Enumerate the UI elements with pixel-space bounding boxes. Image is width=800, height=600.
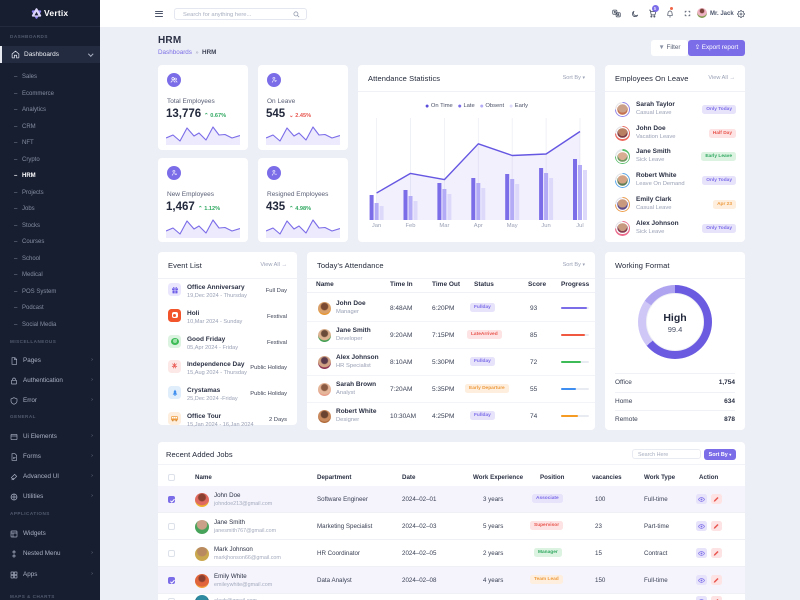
svg-text:Jan: Jan	[372, 223, 381, 229]
svg-text:May: May	[507, 223, 518, 229]
svg-text:Apr: Apr	[474, 223, 483, 229]
svg-text:Feb: Feb	[406, 223, 416, 229]
svg-text:Jun: Jun	[541, 223, 550, 229]
svg-text:Mar: Mar	[439, 223, 449, 229]
svg-text:Jul: Jul	[576, 223, 583, 229]
